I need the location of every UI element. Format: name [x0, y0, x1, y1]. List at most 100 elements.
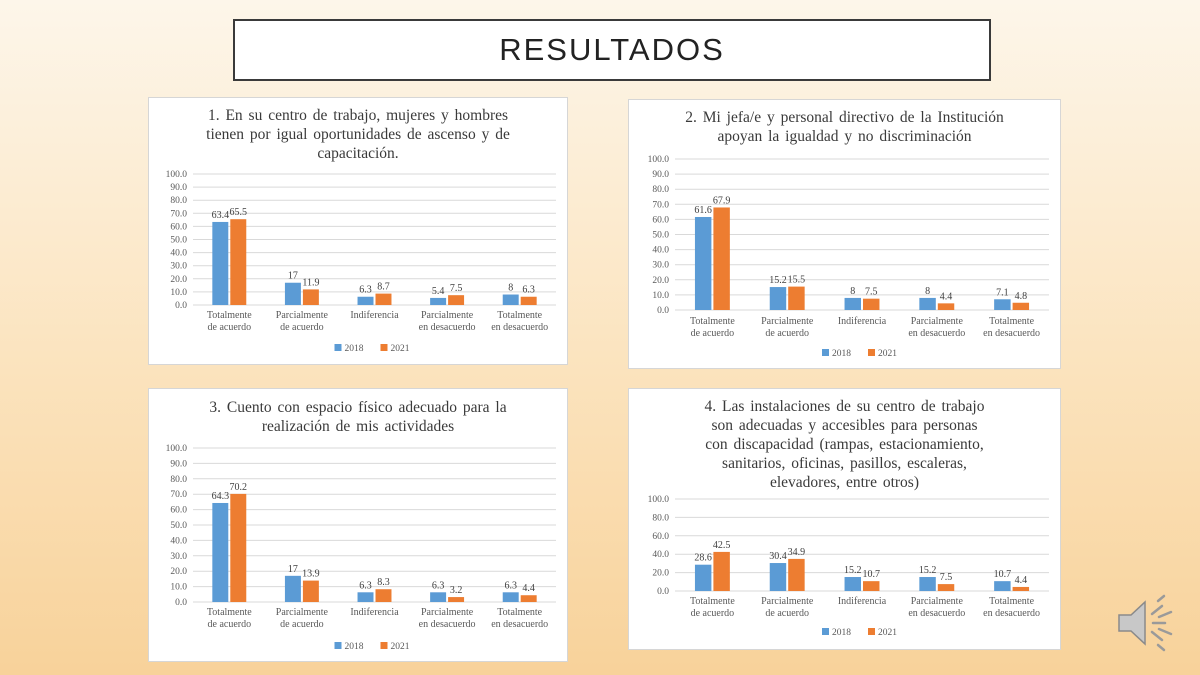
- data-label: 7.5: [450, 283, 463, 294]
- category-label: Parcialmente de acuerdo: [276, 607, 329, 630]
- y-tick-label: 80.0: [652, 185, 669, 195]
- y-tick-label: 80.0: [170, 196, 187, 206]
- y-tick-label: 10.0: [170, 288, 187, 298]
- category-label: Parcialmente de acuerdo: [761, 596, 814, 619]
- bar-2018-1: [284, 575, 301, 602]
- category-label: Parcialmente de acuerdo: [761, 316, 814, 339]
- category-label: Indiferencia: [350, 607, 399, 618]
- bar-2018-3: [430, 592, 447, 602]
- data-label: 64.3: [212, 491, 230, 502]
- data-label: 4.4: [522, 583, 535, 594]
- legend-label-2021: 2021: [391, 642, 410, 652]
- chart-title-4: 4. Las instalaciones de su centro de tra…: [704, 398, 985, 491]
- y-tick-label: 40.0: [652, 550, 669, 560]
- bar-2021-2: [375, 589, 392, 602]
- data-label: 63.4: [212, 210, 230, 221]
- bar-2021-1: [302, 580, 319, 602]
- y-tick-label: 100.0: [166, 444, 188, 454]
- bar-2018-0: [212, 221, 229, 305]
- chart-title-1: 1. En su centro de trabajo, mujeres y ho…: [206, 107, 510, 162]
- data-label: 6.3: [432, 580, 445, 591]
- category-label: Indiferencia: [838, 596, 887, 607]
- y-tick-label: 40.0: [652, 246, 669, 256]
- data-label: 4.4: [940, 291, 953, 302]
- bar-2021-4: [1012, 302, 1030, 310]
- legend-swatch-2021: [868, 628, 875, 635]
- data-label: 67.9: [713, 195, 731, 206]
- data-label: 28.6: [694, 553, 712, 564]
- y-tick-label: 0.0: [175, 301, 187, 311]
- category-label: Indiferencia: [350, 310, 399, 321]
- bar-2018-3: [919, 577, 936, 591]
- bar-2021-1: [788, 286, 805, 310]
- data-label: 70.2: [230, 482, 248, 493]
- y-tick-label: 50.0: [652, 231, 669, 241]
- chart-panel-1: 1. En su centro de trabajo, mujeres y ho…: [148, 97, 568, 365]
- category-label: Totalmente de acuerdo: [690, 316, 735, 339]
- bar-2018-2: [357, 296, 374, 305]
- data-label: 15.2: [844, 565, 862, 576]
- data-label: 11.9: [302, 277, 319, 288]
- y-tick-label: 30.0: [170, 262, 187, 272]
- y-tick-label: 10.0: [170, 583, 187, 593]
- data-label: 4.8: [1015, 291, 1028, 302]
- data-label: 7.1: [996, 287, 1009, 298]
- data-label: 6.3: [359, 580, 372, 591]
- y-tick-label: 0.0: [657, 587, 669, 597]
- bar-2018-1: [769, 563, 787, 591]
- bar-2018-2: [357, 592, 374, 602]
- legend-label-2021: 2021: [391, 344, 410, 354]
- legend-swatch-2021: [380, 344, 388, 351]
- bar-2018-3: [919, 297, 936, 310]
- y-tick-label: 0.0: [657, 306, 669, 316]
- y-tick-label: 60.0: [652, 215, 669, 225]
- bar-2021-3: [448, 295, 465, 305]
- y-tick-label: 90.0: [170, 459, 187, 469]
- bar-2018-0: [694, 564, 712, 591]
- y-tick-label: 100.0: [648, 495, 670, 505]
- legend-label-2021: 2021: [878, 349, 897, 359]
- legend-label-2018: 2018: [345, 344, 364, 354]
- y-tick-label: 40.0: [170, 536, 187, 546]
- data-label: 6.3: [359, 285, 372, 296]
- data-label: 10.7: [862, 569, 880, 580]
- y-tick-label: 80.0: [170, 475, 187, 485]
- y-tick-label: 20.0: [170, 567, 187, 577]
- data-label: 34.9: [788, 547, 806, 558]
- bar-2018-1: [769, 287, 787, 310]
- y-tick-label: 40.0: [170, 249, 187, 259]
- bar-2021-3: [937, 584, 955, 591]
- bar-2018-2: [844, 297, 861, 310]
- chart-4: 100.0 80.0 60.0 40.0 20.0 0.0 28.642.5 Totalmen…: [648, 495, 1049, 638]
- y-tick-label: 10.0: [652, 291, 669, 301]
- category-label: Parcialmente en desacuerdo: [908, 316, 965, 339]
- y-tick-label: 60.0: [652, 532, 669, 542]
- data-label: 15.2: [919, 565, 937, 576]
- data-label: 3.2: [450, 585, 463, 596]
- data-label: 17: [288, 564, 298, 575]
- data-label: 17: [288, 271, 298, 282]
- y-tick-label: 90.0: [652, 170, 669, 180]
- legend-swatch-2018: [822, 628, 829, 635]
- bar-2018-1: [284, 282, 301, 305]
- bar-2021-0: [230, 219, 247, 305]
- y-tick-label: 30.0: [170, 552, 187, 562]
- bar-2018-4: [502, 294, 519, 305]
- y-tick-label: 50.0: [170, 236, 187, 246]
- speaker-icon[interactable]: [1115, 593, 1177, 653]
- legend-swatch-2021: [380, 642, 388, 649]
- category-label: Indiferencia: [838, 316, 887, 327]
- bar-2021-3: [448, 597, 465, 602]
- y-tick-label: 70.0: [170, 209, 187, 219]
- legend-label-2018: 2018: [345, 642, 364, 652]
- legend-swatch-2018: [334, 642, 342, 649]
- chart-title-2: 2. Mi jefa/e y personal directivo de la …: [685, 109, 1004, 145]
- data-label: 30.4: [769, 551, 787, 562]
- bar-2021-2: [863, 298, 880, 310]
- bar-2021-2: [375, 293, 392, 305]
- data-label: 8: [850, 286, 855, 297]
- bar-2018-0: [212, 502, 229, 602]
- legend-label-2018: 2018: [832, 628, 851, 638]
- y-tick-label: 70.0: [170, 490, 187, 500]
- y-tick-label: 100.0: [648, 155, 670, 165]
